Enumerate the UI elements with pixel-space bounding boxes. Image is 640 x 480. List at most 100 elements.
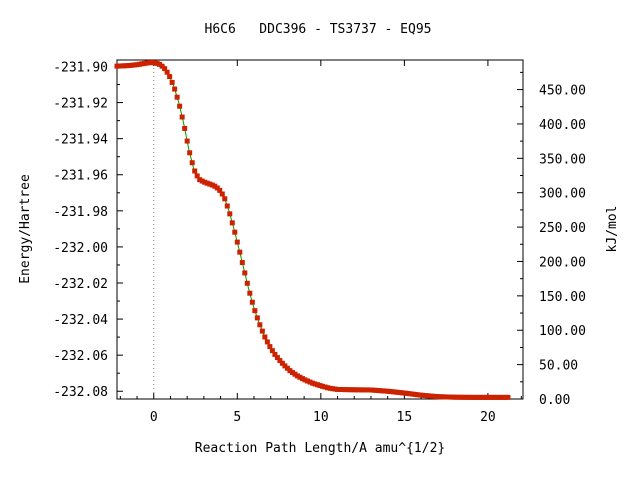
data-point (219, 191, 225, 197)
data-point (167, 74, 173, 80)
data-point (237, 249, 243, 255)
data-point (254, 315, 260, 321)
data-point (452, 394, 458, 400)
y-tick-label: -232.06 (53, 349, 108, 364)
data-point (447, 394, 453, 400)
data-point (467, 394, 473, 400)
data-point (244, 280, 250, 286)
data-point (289, 370, 295, 376)
data-point (492, 394, 498, 400)
data-point (420, 392, 426, 398)
data-point (222, 196, 228, 202)
x-tick-label: 10 (313, 410, 329, 425)
y-tick-label: -231.96 (53, 169, 108, 184)
y2-tick-label: 300.00 (539, 187, 586, 202)
y-tick-label: -232.02 (53, 277, 108, 292)
data-point (472, 394, 478, 400)
data-point (335, 386, 341, 392)
data-point (487, 394, 493, 400)
data-point (294, 373, 300, 379)
data-point (172, 86, 178, 92)
data-point (232, 229, 238, 235)
data-point (282, 363, 288, 369)
data-point (199, 178, 205, 184)
y2-tick-label: 450.00 (539, 84, 586, 99)
data-point (119, 63, 125, 69)
y-tick-label: -232.00 (53, 241, 108, 256)
y-tick-label: -231.98 (53, 205, 108, 220)
data-point (407, 391, 413, 397)
data-point (114, 63, 120, 69)
x-tick-label: 0 (150, 410, 158, 425)
data-point (402, 390, 408, 396)
data-point (182, 125, 188, 131)
x-tick-label: 20 (480, 410, 496, 425)
data-point (257, 322, 263, 328)
data-point (317, 383, 323, 389)
data-point (370, 387, 376, 393)
data-point (360, 387, 366, 393)
y2-tick-label: 100.00 (539, 324, 586, 339)
data-point (415, 392, 421, 398)
data-point (227, 211, 233, 217)
data-point (342, 387, 348, 393)
data-point (134, 62, 140, 68)
data-point (164, 69, 170, 75)
data-point (212, 183, 218, 189)
data-point (224, 203, 230, 209)
data-point (505, 394, 511, 400)
data-point (497, 394, 503, 400)
y2-axis-label: kJ/mol (605, 206, 620, 253)
data-point (147, 60, 153, 66)
y-tick-label: -232.04 (53, 313, 108, 328)
data-point (395, 389, 401, 395)
data-point (455, 394, 461, 400)
data-point (440, 394, 446, 400)
data-point (367, 387, 373, 393)
data-point (157, 61, 163, 67)
data-point (229, 220, 235, 226)
data-point (197, 177, 203, 183)
chart-title: H6C6 DDC396 - TS3737 - EQ95 (205, 22, 432, 37)
data-point (249, 299, 255, 305)
data-point (327, 385, 333, 391)
data-point (272, 351, 278, 357)
data-point (209, 182, 215, 188)
data-point (242, 270, 248, 276)
data-point (375, 387, 381, 393)
y-tick-label: -231.90 (53, 60, 108, 75)
data-point (400, 390, 406, 396)
data-point (194, 173, 200, 179)
data-point (382, 388, 388, 394)
y2-tick-label: 400.00 (539, 118, 586, 133)
data-point (302, 377, 308, 383)
data-point (465, 394, 471, 400)
data-point (204, 180, 210, 186)
data-point (347, 387, 353, 393)
data-point (179, 114, 185, 120)
data-point (435, 394, 441, 400)
data-point (239, 260, 245, 266)
energy-curve (116, 62, 510, 398)
data-point (350, 387, 356, 393)
y2-tick-label: 200.00 (539, 255, 586, 270)
data-point (297, 374, 303, 380)
y-tick-label: -232.08 (53, 385, 108, 400)
data-point (485, 394, 491, 400)
data-point (152, 60, 158, 66)
x-tick-label: 5 (233, 410, 241, 425)
data-point (174, 94, 180, 100)
data-point (159, 63, 165, 69)
data-point (412, 391, 418, 397)
data-point (192, 168, 198, 174)
y2-tick-label: 50.00 (539, 359, 578, 374)
data-point (217, 187, 223, 193)
data-points (114, 60, 511, 400)
y-axis-label: Energy/Hartree (18, 174, 33, 284)
data-point (264, 339, 270, 345)
data-point (252, 308, 258, 314)
data-point (274, 355, 280, 361)
x-axis-label: Reaction Path Length/A amu^{1/2} (195, 441, 445, 456)
data-point (139, 61, 145, 67)
